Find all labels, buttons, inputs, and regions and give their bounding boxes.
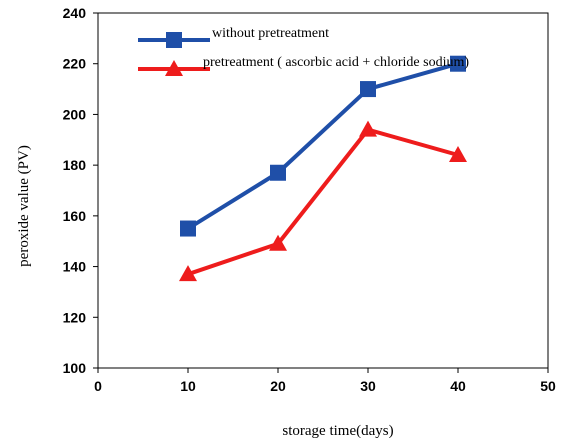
series-marker (450, 55, 466, 72)
legend-entry-2: pretreatment ( ascorbic acid + chloride … (138, 55, 469, 76)
series-marker (269, 234, 287, 251)
y-axis-title: peroxide value (PV) (16, 145, 32, 267)
legend-entry-1: without pretreatment (138, 26, 329, 48)
x-tick-label: 50 (540, 378, 556, 394)
y-tick-label: 140 (63, 259, 87, 275)
series-line (186, 61, 459, 231)
legend-label: without pretreatment (212, 26, 329, 41)
y-tick-label: 120 (63, 309, 87, 325)
x-tick-label: 40 (450, 378, 466, 394)
series-marker (180, 220, 196, 237)
series-marker (360, 81, 376, 98)
y-tick-label: 200 (63, 106, 87, 122)
series-marker (449, 146, 467, 162)
plot-area (97, 12, 549, 369)
series-line (187, 127, 459, 277)
legend: without pretreatment pretreatment ( ascor… (138, 26, 469, 76)
series-layer (179, 55, 467, 282)
plot-border (97, 12, 549, 369)
series-marker (179, 265, 197, 282)
y-tick-label: 240 (63, 5, 87, 21)
y-tick-label: 160 (63, 208, 87, 224)
x-tick-label: 30 (360, 378, 376, 394)
x-tick-label: 10 (180, 378, 196, 394)
series-marker (270, 164, 286, 181)
x-axis-title: storage time(days) (282, 423, 393, 438)
x-axis-ticks: 0 10 20 30 40 50 (94, 368, 556, 394)
y-tick-label: 220 (63, 56, 87, 72)
y-axis-ticks: 100 120 140 160 180 200 220 240 (63, 5, 98, 376)
series-marker (165, 60, 183, 76)
legend-label: pretreatment ( ascorbic acid + chloride … (203, 55, 469, 70)
x-tick-label: 0 (94, 378, 102, 394)
series-marker (359, 120, 377, 137)
x-tick-label: 20 (270, 378, 286, 394)
series-marker (166, 32, 182, 48)
series-2 (179, 120, 467, 282)
y-tick-label: 180 (63, 157, 87, 173)
series-1 (180, 55, 466, 237)
y-tick-label: 100 (63, 360, 87, 376)
